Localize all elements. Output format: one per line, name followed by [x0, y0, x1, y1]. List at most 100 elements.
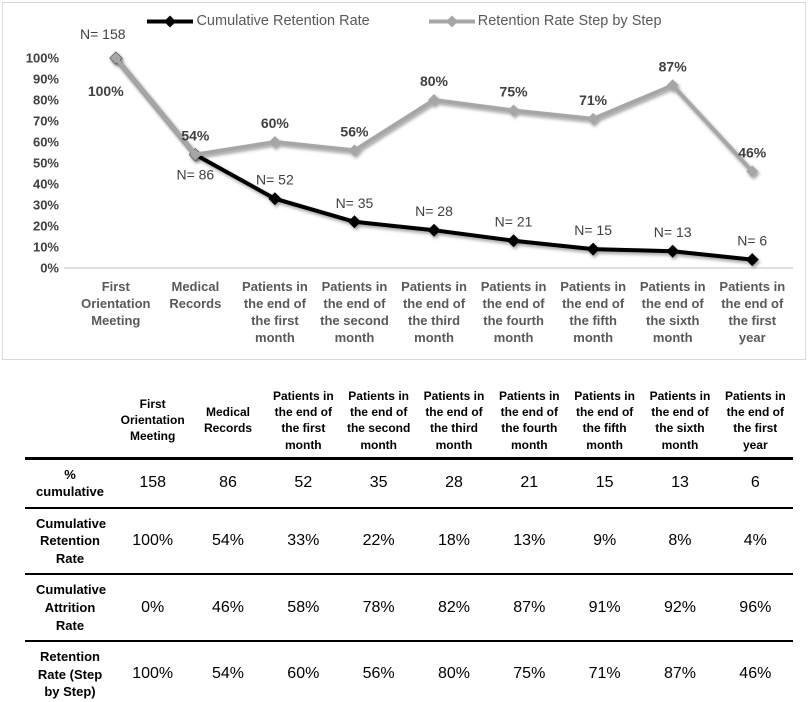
- table-cell: 35: [369, 474, 388, 492]
- table-cell: 13: [671, 474, 689, 492]
- table-cell: 8%: [668, 532, 692, 550]
- data-point-marker: [745, 253, 759, 267]
- table-header-cell: Patients in the end of the first month: [272, 389, 334, 452]
- y-tick-label: 40%: [33, 177, 59, 192]
- percent-label: 56%: [340, 123, 369, 139]
- data-point-marker: [109, 52, 122, 64]
- data-point-marker: [746, 165, 759, 178]
- table-header-cell: [25, 384, 115, 458]
- count-label: N= 52: [256, 172, 294, 188]
- percent-label: 87%: [659, 58, 688, 74]
- table-cell: 46%: [211, 598, 244, 616]
- percent-label: 60%: [261, 115, 290, 131]
- table-cell: 80%: [437, 665, 470, 683]
- data-table: First Orientation Meeting Medical Records…: [25, 384, 793, 702]
- table-cell: 96%: [739, 598, 772, 616]
- table-cell: 18%: [437, 532, 470, 550]
- black-line-diamond-icon: [147, 15, 194, 27]
- table-cell: 21: [520, 474, 539, 492]
- table-cell: 52: [294, 474, 313, 492]
- table-cell: 46%: [739, 665, 772, 683]
- percent-label: 80%: [420, 73, 449, 89]
- table-cell: 28: [445, 474, 463, 492]
- data-point-marker: [427, 223, 441, 237]
- table-cell: 9%: [593, 532, 617, 550]
- data-point-marker: [268, 192, 282, 206]
- table-cell: 91%: [588, 598, 621, 616]
- table-row-label: Cumulative Retention Rate: [36, 515, 107, 566]
- table-cell: 13%: [513, 532, 546, 550]
- table-cell: 58%: [287, 598, 320, 616]
- table-cell: 92%: [663, 598, 696, 616]
- percent-label: 46%: [738, 144, 767, 160]
- percent-label: 71%: [579, 92, 608, 108]
- data-point-marker: [666, 244, 680, 258]
- table-cell: 78%: [362, 598, 395, 616]
- table-cell: 56%: [362, 665, 395, 683]
- table-cell: 71%: [588, 665, 621, 683]
- plot-area: 100% 90% 80% 70% 60% 50% 40% 30% 20% 10% 0% N= 158 N…: [26, 26, 793, 276]
- table-cell: 54%: [211, 665, 244, 683]
- data-point-marker: [586, 242, 600, 256]
- y-tick-label: 80%: [33, 93, 59, 108]
- data-point-marker: [507, 234, 521, 248]
- x-category-label: Patients in the end of the first year: [719, 279, 786, 345]
- x-category-label: Patients in the end of the fourth month: [480, 279, 547, 345]
- y-tick-label: 100%: [26, 51, 60, 66]
- table-cell: 158: [139, 474, 167, 492]
- table-cell: 100%: [132, 665, 174, 683]
- count-label: N= 15: [574, 222, 612, 238]
- table-row-label: Cumulative Attrition Rate: [36, 582, 107, 633]
- table-row: % cumulative 158 86 52 35 28 21 15 13 6: [25, 458, 793, 508]
- data-point-marker: [587, 112, 600, 125]
- table-header-cell: Patients in the end of the second month: [346, 389, 411, 452]
- data-point-marker: [189, 148, 202, 161]
- data-point-marker: [347, 215, 361, 229]
- data-point-marker: [507, 104, 520, 117]
- legend-item-step-by-step: Retention Rate Step by Step: [428, 13, 662, 29]
- table-header-cell: Medical Records: [203, 405, 252, 436]
- table-header-cell: Patients in the end of the fifth month: [574, 389, 635, 452]
- retention-chart-panel: Cumulative Retention Rate Retention Rate…: [2, 2, 806, 360]
- chart-legend: Cumulative Retention Rate Retention Rate…: [3, 13, 805, 29]
- x-category-label: Patients in the end of the third month: [401, 279, 467, 345]
- count-label: N= 28: [415, 203, 453, 219]
- count-label: N= 86: [176, 167, 214, 183]
- percent-label: 75%: [500, 84, 529, 100]
- count-label: N= 13: [654, 224, 692, 240]
- count-label: N= 35: [336, 195, 374, 211]
- y-tick-label: 90%: [33, 72, 59, 87]
- table-header-row: First Orientation Meeting Medical Records…: [25, 384, 793, 459]
- data-point-marker: [428, 94, 440, 106]
- table-cell: 100%: [132, 532, 174, 550]
- table-cell: 60%: [287, 665, 320, 683]
- table-header-cell: Patients in the end of the first year: [724, 389, 786, 452]
- x-category-label: Medical Records: [169, 279, 222, 311]
- table-cell: 22%: [362, 532, 395, 550]
- gray-line-diamond-icon: [428, 15, 475, 27]
- x-category-label: Patients in the end of the first month: [242, 279, 308, 345]
- table-row-label: % cumulative: [36, 466, 104, 500]
- table-header-cell: First Orientation Meeting: [120, 397, 185, 444]
- table-cell: 0%: [141, 598, 165, 616]
- percent-label: 100%: [88, 83, 124, 99]
- y-tick-label: 50%: [33, 156, 59, 171]
- y-tick-label: 60%: [33, 135, 59, 150]
- x-axis-labels: First Orientation Meeting Medical Records…: [76, 279, 792, 347]
- table-cell: 6: [750, 474, 760, 492]
- table-cell: 75%: [513, 665, 546, 683]
- y-tick-label: 10%: [33, 240, 59, 255]
- table-cell: 82%: [437, 598, 470, 616]
- table-row: Cumulative Attrition Rate 0% 46% 58% 78% 82% 8…: [25, 574, 793, 642]
- x-category-label: Patients in the end of the sixth month: [639, 279, 706, 345]
- table-cell: 4%: [743, 532, 767, 550]
- y-tick-label: 30%: [33, 198, 59, 213]
- x-category-label: Patients in the end of the second month: [320, 279, 389, 345]
- data-point-marker: [666, 79, 679, 92]
- y-tick-label: 70%: [33, 114, 59, 129]
- y-tick-label: 20%: [33, 219, 59, 234]
- legend-label: Retention Rate Step by Step: [477, 13, 662, 29]
- table-cell: 33%: [287, 532, 320, 550]
- y-tick-label: 0%: [40, 261, 59, 276]
